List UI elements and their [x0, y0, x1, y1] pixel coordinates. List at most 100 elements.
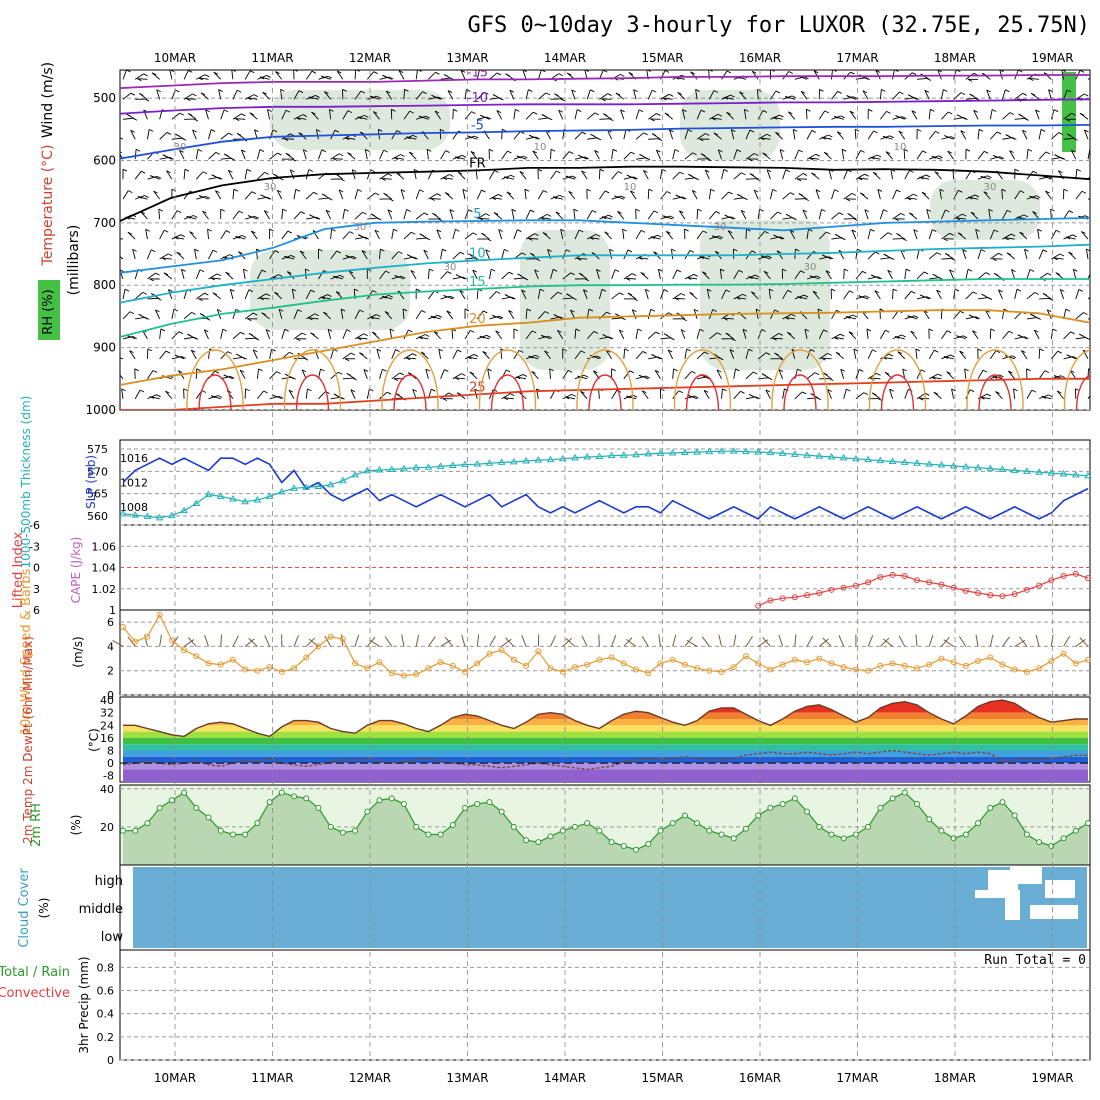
wind-barb-flag — [216, 273, 222, 277]
wind-barb — [711, 117, 722, 120]
wind-barb — [403, 89, 405, 100]
wind-barb-flag — [862, 270, 867, 274]
wind-barb — [430, 197, 441, 200]
wind-barb-flag — [725, 332, 730, 336]
wind-barb-flag — [348, 270, 354, 274]
thickness-point — [778, 449, 787, 456]
wind-barb — [208, 249, 214, 260]
wind-barb-flag — [766, 133, 772, 137]
wind10m-barb — [187, 637, 197, 647]
wind-barb — [989, 229, 995, 240]
wind-barb-flag — [632, 309, 637, 313]
wind-barb-flag — [907, 94, 913, 98]
wind-barb — [462, 189, 466, 200]
warm-contour — [186, 349, 244, 410]
wind-barb-flag — [682, 318, 687, 322]
wind-barb — [274, 291, 283, 300]
wind-barb — [696, 329, 701, 339]
wind-barb-flag — [773, 234, 778, 238]
wind-barb-flag — [969, 389, 975, 393]
thickness-point — [717, 447, 726, 454]
wind-barb-flag — [596, 355, 601, 359]
wind10m-point — [474, 660, 481, 667]
wind-barb-flag — [279, 308, 284, 312]
wind-barb-flag — [273, 173, 278, 177]
temp-band — [123, 744, 1088, 751]
wind-barb — [156, 89, 161, 100]
wind-barb-flag — [765, 352, 771, 356]
wind-barb-flag — [423, 212, 429, 216]
wind-barb-flag — [676, 269, 682, 273]
wind10m-point — [645, 670, 652, 677]
wind-barb — [825, 270, 832, 280]
wind-barb — [924, 90, 930, 100]
wind-barb — [184, 336, 195, 340]
wind-barb — [159, 253, 169, 260]
wind-barb-flag — [448, 392, 453, 396]
wind10m-point — [950, 659, 957, 666]
cape-point — [1036, 582, 1043, 589]
wind-barb-flag — [1034, 329, 1039, 333]
wind10m-point — [181, 647, 188, 654]
wind10m-point — [278, 668, 285, 675]
rh2m-point — [413, 823, 420, 830]
wind-barb-flag — [426, 148, 432, 152]
wind-barb — [134, 170, 142, 180]
wind-barb-flag — [936, 289, 941, 293]
wind-barb-flag — [784, 316, 790, 320]
wind-barb — [232, 309, 237, 320]
wind-barb — [521, 289, 527, 300]
wind-barb-flag — [192, 129, 197, 133]
wind-barb-flag — [601, 98, 606, 102]
wind10m-barb — [806, 635, 814, 647]
cape-point — [901, 573, 908, 579]
wind-barb-flag — [1070, 331, 1075, 335]
wind-barb — [980, 396, 991, 400]
wind-barb — [672, 368, 675, 379]
temperature-contour — [120, 377, 1090, 410]
contour-label: 10 — [469, 246, 486, 261]
wind-barb-flag — [1084, 93, 1089, 97]
thickness-point — [424, 463, 433, 470]
wind-barb-flag — [376, 314, 381, 317]
wind-barb — [394, 157, 405, 160]
wind-barb-flag — [546, 214, 552, 217]
wind-barb-flag — [637, 328, 642, 332]
wind-barb-flag — [1009, 112, 1015, 115]
wind-barb — [729, 349, 735, 360]
wind-barb-flag — [323, 311, 328, 315]
wind10m-barb — [898, 635, 906, 647]
wind-barb-flag — [697, 208, 702, 212]
wind-barb — [134, 292, 144, 300]
wind10m-barb — [1002, 636, 1010, 647]
thickness-point — [119, 509, 127, 517]
wind-barb-flag — [753, 189, 759, 193]
wind-barb — [525, 330, 533, 340]
wind-barb — [263, 210, 270, 220]
wind-barb-flag — [471, 111, 476, 115]
wind-barb — [655, 149, 661, 160]
wind-barb-flag — [338, 153, 344, 157]
wind-barb-flag — [197, 148, 203, 152]
rh2m-point — [901, 789, 908, 796]
wind-barb-flag — [755, 396, 760, 400]
rh2m-point — [938, 827, 945, 834]
wind10m-point — [1048, 658, 1055, 664]
cloud-patch — [1005, 898, 1020, 920]
wind-barb-flag — [470, 329, 475, 333]
rh2m-point — [1085, 820, 1090, 827]
wind-barb-flag — [939, 188, 945, 192]
wind-barb-flag — [469, 371, 475, 375]
wind-barb-flag — [885, 329, 890, 333]
rh-shading — [700, 220, 830, 370]
wind-barb-flag — [402, 308, 408, 312]
wind-barb — [928, 109, 931, 120]
wind-barb-flag — [643, 132, 648, 136]
wind-barb-flag — [1053, 375, 1059, 378]
wind-barb — [442, 177, 453, 180]
wind-barb — [129, 350, 136, 360]
wind10m-barb — [641, 635, 649, 647]
wind-barb-flag — [577, 109, 582, 112]
wind-barb-flag — [251, 191, 257, 195]
wind-barb-flag — [359, 352, 364, 356]
